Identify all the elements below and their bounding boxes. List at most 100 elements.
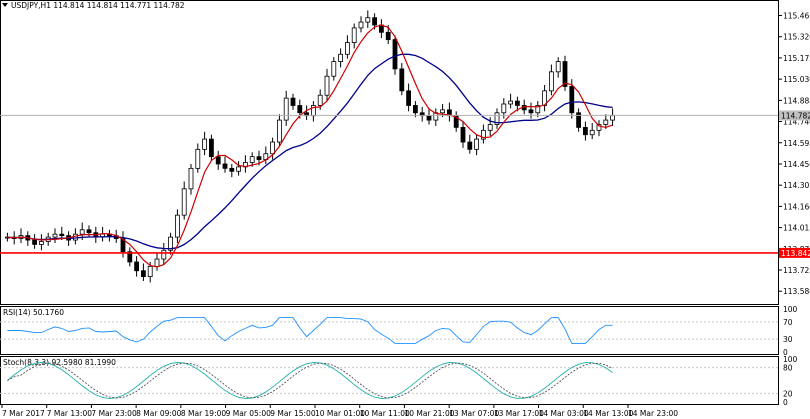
candle-bear: [208, 138, 214, 158]
price-tick-label: 114.160: [783, 202, 810, 211]
rsi-panel[interactable]: [0, 306, 779, 355]
time-tick-label: 7 Mar 13:00: [47, 409, 93, 418]
candle-bull: [79, 229, 85, 235]
candle-bull: [480, 129, 486, 140]
candle-bear: [222, 163, 228, 169]
candle-bull: [270, 141, 276, 155]
stoch-tick-label: 0: [783, 398, 788, 407]
candle-bull: [589, 129, 595, 136]
time-tick-label: 9 Mar 15:00: [270, 409, 316, 418]
ma-slow-line: [7, 53, 613, 250]
time-tick-label: 7 Mar 23:00: [91, 409, 137, 418]
candle-bull: [331, 61, 337, 77]
candle-bull: [494, 112, 500, 125]
stoch-tick-label: 80: [783, 364, 793, 373]
candle-bull: [147, 265, 153, 277]
time-axis: 7 Mar 2017 7 Mar 13:00 7 Mar 23:00 8 Mar 09…: [1, 405, 678, 418]
candle-bear: [460, 127, 466, 143]
price-tick-label: 114.015: [783, 224, 810, 233]
candle-bear: [86, 229, 92, 234]
candle-bear: [515, 100, 520, 106]
rsi-tick-label: 100: [783, 305, 798, 314]
candle-bear: [256, 156, 262, 160]
candle-bear: [290, 97, 296, 106]
collapse-triangle-icon[interactable]: [2, 3, 8, 7]
candle-bull: [535, 105, 541, 114]
stoch-tick-label: 20: [783, 389, 793, 398]
candle-bull: [596, 124, 602, 131]
price-tick-label: 114.305: [783, 181, 810, 190]
candle-bull: [202, 138, 208, 150]
candle-bear: [215, 156, 221, 165]
rsi-indicator: 100 70 30 0: [0, 305, 798, 357]
time-tick-label: 9 Mar 05:00: [226, 409, 272, 418]
price-tick-label: 115.465: [783, 12, 810, 21]
time-tick-label: 8 Mar 19:00: [181, 409, 227, 418]
candle-bull: [317, 94, 323, 106]
candle-bull: [351, 27, 357, 43]
time-tick-label: 14 Mar 13:00: [583, 409, 633, 418]
time-tick-label: 13 Mar 07:00: [449, 409, 499, 418]
price-tick-label: 114.740: [783, 118, 810, 127]
price-tick-label: 115.320: [783, 33, 810, 42]
candle-bull: [174, 214, 180, 238]
candle-bear: [576, 112, 581, 128]
candle-bull: [52, 233, 58, 238]
ma-fast-line: [7, 24, 613, 268]
candle-bull: [555, 61, 561, 73]
candle-bull: [358, 21, 364, 29]
price-tick-label: 113.580: [783, 287, 810, 296]
candle-bear: [372, 17, 378, 26]
support-price-tag: [779, 247, 810, 258]
candle-bull: [283, 97, 289, 121]
candle-bull: [39, 241, 44, 245]
candle-bear: [140, 270, 146, 277]
candle-bear: [120, 238, 126, 253]
candle-bull: [603, 119, 609, 125]
time-tick-label: 8 Mar 09:00: [136, 409, 182, 418]
current-price-label: 114.782: [781, 111, 810, 120]
candle-bear: [127, 251, 133, 263]
candle-bear: [528, 109, 534, 114]
rsi-tick-label: 70: [783, 318, 793, 327]
time-tick-label: 10 Mar 21:00: [404, 409, 454, 418]
candle-bull: [508, 100, 514, 105]
time-tick-label: 10 Mar 01:00: [315, 409, 365, 418]
rsi-label: RSI(14) 50.1760: [3, 308, 64, 317]
candle-bull: [249, 156, 255, 163]
support-price-label: 113.842: [781, 249, 810, 258]
time-tick-label: 13 Mar 17:00: [494, 409, 544, 418]
candle-bear: [426, 115, 432, 121]
candle-bull: [154, 258, 160, 267]
candle-bear: [562, 61, 568, 87]
candle-bear: [134, 261, 140, 272]
candle-bear: [59, 233, 65, 237]
time-tick-label: 14 Mar 23:00: [628, 409, 678, 418]
candle-bear: [392, 39, 398, 70]
candle-bull: [549, 71, 554, 92]
time-tick-label: 14 Mar 03:00: [539, 409, 589, 418]
candle-bull: [188, 167, 194, 190]
candle-bull: [236, 166, 242, 172]
stoch-tick-label: 100: [783, 355, 798, 364]
price-panel[interactable]: [0, 0, 779, 305]
candle-bull: [344, 42, 350, 55]
candle-bull: [324, 75, 330, 96]
candle-bear: [569, 86, 575, 114]
candle-bear: [229, 167, 235, 172]
price-levels: 114.782 113.842: [0, 110, 810, 258]
candle-bull: [161, 249, 167, 260]
candle-bull: [474, 138, 480, 150]
candle-bear: [399, 68, 405, 92]
candle-bear: [583, 127, 588, 136]
current-price-tag: [779, 110, 810, 121]
moving-averages: [7, 24, 613, 268]
stoch-panel[interactable]: [0, 356, 779, 405]
candle-bull: [276, 119, 282, 143]
candle-bear: [406, 90, 412, 106]
candle-bull: [501, 103, 507, 114]
price-tick-label: 113.725: [783, 266, 810, 275]
candle-bull: [487, 124, 493, 131]
